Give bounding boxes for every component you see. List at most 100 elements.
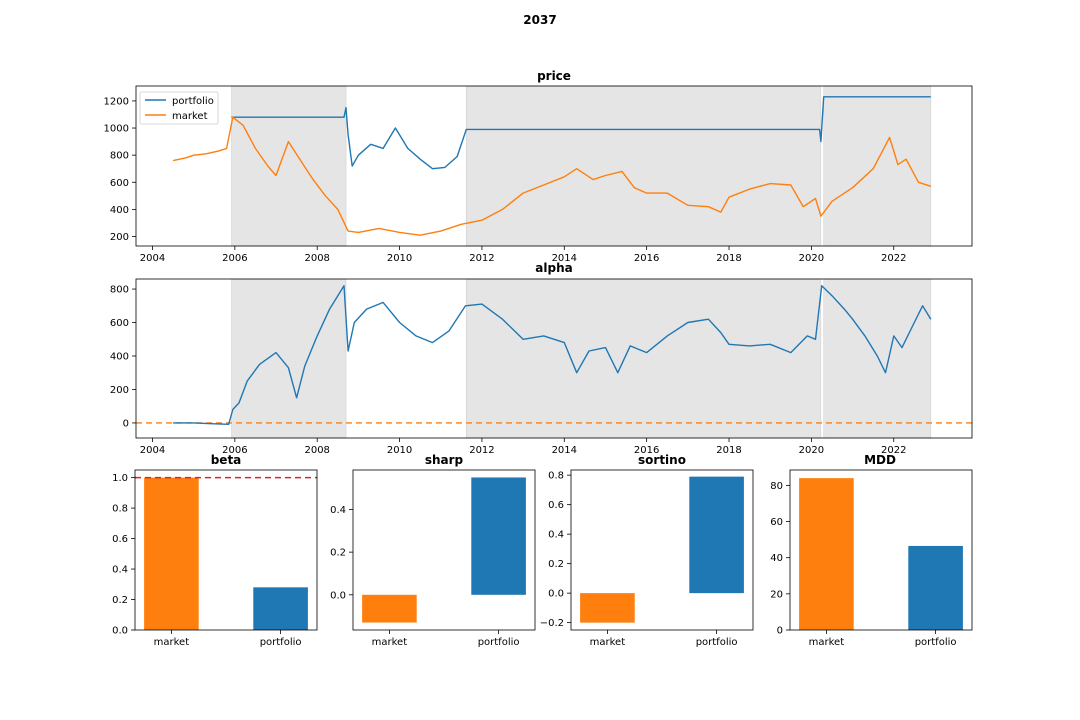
price-x-tick-label: 2016	[634, 253, 659, 264]
sharp-y-tick-label: 0.4	[330, 505, 346, 516]
beta-y-tick-label: 0.8	[112, 504, 128, 515]
price-y-tick-label: 600	[110, 178, 129, 189]
alpha-chart-title: alpha	[535, 261, 572, 275]
price-x-tick-label: 2004	[140, 253, 165, 264]
beta-y-tick-label: 0.4	[112, 565, 128, 576]
sharp-bar-portfolio	[471, 477, 526, 595]
mdd-y-tick-label: 80	[770, 481, 783, 492]
price-x-tick-label: 2006	[222, 253, 247, 264]
mdd-x-tick-label: portfolio	[915, 637, 957, 648]
price-chart: 2004 2006 2008 2010 2012 2014 2016 2018 2020 2022…	[104, 69, 973, 264]
sortino-y-tick-label: 0.6	[548, 500, 564, 511]
alpha-x-tick-label: 2020	[799, 445, 824, 456]
mdd-y-tick-label: 60	[770, 517, 783, 528]
mdd-chart: market portfolio 0 20 40 60 80 MDD	[770, 453, 973, 648]
mdd-y-tick-label: 40	[770, 553, 783, 564]
price-y-tick-label: 400	[110, 205, 129, 216]
beta-y-tick-label: 0.2	[112, 595, 128, 606]
sharp-x-tick-label: market	[372, 637, 408, 648]
sortino-chart-title: sortino	[638, 453, 686, 467]
alpha-x-tick-label: 2010	[387, 445, 412, 456]
sortino-bar-portfolio	[689, 476, 744, 594]
beta-x-tick-label: market	[154, 637, 190, 648]
alpha-shaded-period	[465, 278, 822, 439]
price-plot-area: 2004 2006 2008 2010 2012 2014 2016 2018 2020 2022…	[104, 85, 973, 264]
sortino-y-tick-label: 0.0	[548, 589, 564, 600]
beta-y-tick-label: 0.0	[112, 626, 128, 637]
beta-y-tick-label: 0.6	[112, 534, 128, 545]
sharp-y-tick-label: 0.0	[330, 590, 346, 601]
mdd-plot-area: market portfolio 0 20 40 60 80	[770, 469, 973, 648]
price-chart-title: price	[537, 69, 571, 83]
beta-chart: market portfolio 0.0 0.2 0.4 0.6 0.8 1.0 beta	[112, 453, 318, 648]
price-shaded-period	[231, 85, 347, 247]
alpha-axes-frame	[135, 278, 973, 439]
sharp-chart-title: sharp	[425, 453, 464, 467]
beta-axes-frame	[134, 469, 318, 631]
price-x-tick-label: 2008	[304, 253, 329, 264]
price-axes-frame	[135, 85, 973, 247]
alpha-y-tick-label: 600	[110, 318, 129, 329]
alpha-y-tick-label: 800	[110, 285, 129, 296]
mdd-bar-portfolio	[908, 545, 963, 630]
beta-plot-area: market portfolio 0.0 0.2 0.4 0.6 0.8 1.0	[112, 469, 318, 648]
alpha-y-tick-label: 400	[110, 351, 129, 362]
sharp-bar-market	[362, 594, 417, 623]
mdd-bar-market	[799, 478, 854, 630]
price-shaded-period	[823, 85, 932, 247]
alpha-chart: 2004 2006 2008 2010 2012 2014 2016 2018 2020 2022…	[110, 261, 973, 456]
sharp-plot-area: market portfolio 0.0 0.2 0.4	[330, 469, 536, 648]
sortino-axes-frame	[570, 469, 754, 631]
sortino-y-tick-label: −0.2	[540, 618, 564, 629]
price-x-tick-label: 2012	[469, 253, 494, 264]
sortino-x-tick-label: market	[590, 637, 626, 648]
mdd-y-tick-label: 20	[770, 589, 783, 600]
sharp-y-tick-label: 0.2	[330, 548, 346, 559]
mdd-y-tick-label: 0	[777, 626, 783, 637]
alpha-y-tick-label: 0	[123, 418, 129, 429]
mdd-x-tick-label: market	[809, 637, 845, 648]
sortino-y-tick-label: 0.8	[548, 471, 564, 482]
mdd-chart-title: MDD	[864, 453, 896, 467]
price-x-tick-label: 2010	[387, 253, 412, 264]
price-y-tick-label: 800	[110, 151, 129, 162]
price-legend-market-label: market	[172, 111, 208, 122]
sortino-bar-market	[580, 593, 635, 623]
alpha-x-tick-label: 2018	[716, 445, 741, 456]
price-x-tick-label: 2020	[799, 253, 824, 264]
alpha-x-tick-label: 2006	[222, 445, 247, 456]
alpha-x-tick-label: 2016	[634, 445, 659, 456]
price-x-tick-label: 2014	[552, 253, 577, 264]
beta-x-tick-label: portfolio	[260, 637, 302, 648]
alpha-shaded-period	[231, 278, 347, 439]
beta-chart-title: beta	[211, 453, 242, 467]
beta-bar-portfolio	[253, 587, 308, 630]
alpha-y-tick-label: 200	[110, 385, 129, 396]
price-y-tick-label: 1000	[104, 124, 129, 135]
mdd-axes-frame	[789, 469, 973, 631]
price-legend-portfolio-label: portfolio	[172, 96, 214, 107]
sharp-x-tick-label: portfolio	[478, 637, 520, 648]
sharp-axes-frame	[352, 469, 536, 631]
price-y-tick-label: 1200	[104, 96, 129, 107]
price-series-market	[172, 116, 932, 236]
alpha-plot-area: 2004 2006 2008 2010 2012 2014 2016 2018 2020 2022…	[110, 278, 973, 456]
beta-bar-market	[144, 477, 199, 630]
sortino-plot-area: market portfolio −0.2 0.0 0.2 0.4 0.6 0.8	[540, 469, 754, 648]
price-y-tick-label: 200	[110, 232, 129, 243]
figure-title: 2037	[523, 13, 556, 27]
sortino-y-tick-label: 0.4	[548, 530, 564, 541]
alpha-x-tick-label: 2022	[881, 445, 906, 456]
price-shaded-period	[465, 85, 822, 247]
alpha-x-tick-label: 2014	[552, 445, 577, 456]
price-x-tick-label: 2018	[716, 253, 741, 264]
price-series-portfolio	[231, 96, 931, 170]
sortino-x-tick-label: portfolio	[696, 637, 738, 648]
alpha-x-tick-label: 2012	[469, 445, 494, 456]
alpha-x-tick-label: 2004	[140, 445, 165, 456]
alpha-series-alpha	[173, 285, 932, 425]
sharp-chart: market portfolio 0.0 0.2 0.4 sharp	[330, 453, 536, 648]
alpha-shaded-period	[823, 278, 932, 439]
price-x-tick-label: 2022	[881, 253, 906, 264]
